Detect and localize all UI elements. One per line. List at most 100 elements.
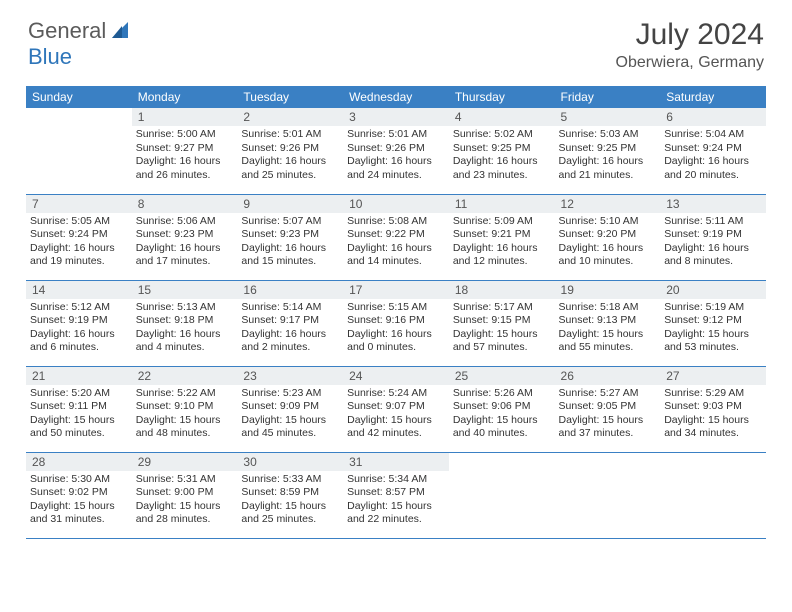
sunrise-text: Sunrise: 5:07 AM bbox=[241, 215, 339, 229]
sunset-text: Sunset: 9:19 PM bbox=[664, 228, 762, 242]
daylight-text-2: and 21 minutes. bbox=[559, 169, 657, 183]
title-month: July 2024 bbox=[616, 18, 765, 52]
logo-sail-icon bbox=[110, 20, 130, 43]
day-cell: 25Sunrise: 5:26 AMSunset: 9:06 PMDayligh… bbox=[449, 366, 555, 452]
sunrise-text: Sunrise: 5:03 AM bbox=[559, 128, 657, 142]
day-cell: 18Sunrise: 5:17 AMSunset: 9:15 PMDayligh… bbox=[449, 280, 555, 366]
weekday-friday: Friday bbox=[555, 86, 661, 108]
day-number: 19 bbox=[555, 281, 661, 299]
day-number: 6 bbox=[660, 108, 766, 126]
day-cell: 17Sunrise: 5:15 AMSunset: 9:16 PMDayligh… bbox=[343, 280, 449, 366]
day-number: 24 bbox=[343, 367, 449, 385]
title-block: July 2024 Oberwiera, Germany bbox=[616, 18, 765, 72]
day-number: 17 bbox=[343, 281, 449, 299]
day-detail: Sunrise: 5:27 AMSunset: 9:05 PMDaylight:… bbox=[555, 385, 661, 446]
day-detail: Sunrise: 5:04 AMSunset: 9:24 PMDaylight:… bbox=[660, 126, 766, 187]
title-location: Oberwiera, Germany bbox=[616, 54, 765, 72]
sunset-text: Sunset: 9:24 PM bbox=[664, 142, 762, 156]
daylight-text-2: and 10 minutes. bbox=[559, 255, 657, 269]
sunrise-text: Sunrise: 5:22 AM bbox=[136, 387, 234, 401]
logo-text-blue: Blue bbox=[28, 44, 72, 69]
daylight-text-1: Daylight: 16 hours bbox=[30, 242, 128, 256]
sunset-text: Sunset: 9:17 PM bbox=[241, 314, 339, 328]
sunrise-text: Sunrise: 5:29 AM bbox=[664, 387, 762, 401]
day-detail: Sunrise: 5:18 AMSunset: 9:13 PMDaylight:… bbox=[555, 299, 661, 360]
empty-cell: .. bbox=[449, 452, 555, 538]
sunrise-text: Sunrise: 5:24 AM bbox=[347, 387, 445, 401]
day-detail: Sunrise: 5:29 AMSunset: 9:03 PMDaylight:… bbox=[660, 385, 766, 446]
day-cell: 27Sunrise: 5:29 AMSunset: 9:03 PMDayligh… bbox=[660, 366, 766, 452]
day-detail: Sunrise: 5:24 AMSunset: 9:07 PMDaylight:… bbox=[343, 385, 449, 446]
sunrise-text: Sunrise: 5:11 AM bbox=[664, 215, 762, 229]
sunset-text: Sunset: 9:27 PM bbox=[136, 142, 234, 156]
daylight-text-2: and 40 minutes. bbox=[453, 427, 551, 441]
day-cell: 12Sunrise: 5:10 AMSunset: 9:20 PMDayligh… bbox=[555, 194, 661, 280]
sunset-text: Sunset: 9:23 PM bbox=[136, 228, 234, 242]
daylight-text-2: and 45 minutes. bbox=[241, 427, 339, 441]
weekday-header-row: Sunday Monday Tuesday Wednesday Thursday… bbox=[26, 86, 766, 108]
daylight-text-1: Daylight: 15 hours bbox=[347, 414, 445, 428]
daylight-text-1: Daylight: 15 hours bbox=[664, 414, 762, 428]
day-detail: Sunrise: 5:12 AMSunset: 9:19 PMDaylight:… bbox=[26, 299, 132, 360]
day-detail: Sunrise: 5:03 AMSunset: 9:25 PMDaylight:… bbox=[555, 126, 661, 187]
day-detail: Sunrise: 5:34 AMSunset: 8:57 PMDaylight:… bbox=[343, 471, 449, 532]
day-cell: 13Sunrise: 5:11 AMSunset: 9:19 PMDayligh… bbox=[660, 194, 766, 280]
day-detail: Sunrise: 5:07 AMSunset: 9:23 PMDaylight:… bbox=[237, 213, 343, 274]
day-number: 12 bbox=[555, 195, 661, 213]
daylight-text-2: and 19 minutes. bbox=[30, 255, 128, 269]
sunset-text: Sunset: 9:20 PM bbox=[559, 228, 657, 242]
header: General July 2024 Oberwiera, Germany bbox=[0, 0, 792, 78]
daylight-text-1: Daylight: 15 hours bbox=[241, 414, 339, 428]
daylight-text-1: Daylight: 15 hours bbox=[453, 414, 551, 428]
day-number: 22 bbox=[132, 367, 238, 385]
daylight-text-2: and 28 minutes. bbox=[136, 513, 234, 527]
day-number: 20 bbox=[660, 281, 766, 299]
day-detail: Sunrise: 5:26 AMSunset: 9:06 PMDaylight:… bbox=[449, 385, 555, 446]
daylight-text-1: Daylight: 16 hours bbox=[241, 242, 339, 256]
sunset-text: Sunset: 8:57 PM bbox=[347, 486, 445, 500]
sunrise-text: Sunrise: 5:12 AM bbox=[30, 301, 128, 315]
day-number: 15 bbox=[132, 281, 238, 299]
calendar-row: 21Sunrise: 5:20 AMSunset: 9:11 PMDayligh… bbox=[26, 366, 766, 452]
day-cell: 14Sunrise: 5:12 AMSunset: 9:19 PMDayligh… bbox=[26, 280, 132, 366]
daylight-text-2: and 15 minutes. bbox=[241, 255, 339, 269]
day-detail: Sunrise: 5:33 AMSunset: 8:59 PMDaylight:… bbox=[237, 471, 343, 532]
day-number: 7 bbox=[26, 195, 132, 213]
sunrise-text: Sunrise: 5:34 AM bbox=[347, 473, 445, 487]
empty-cell: .. bbox=[555, 452, 661, 538]
sunrise-text: Sunrise: 5:04 AM bbox=[664, 128, 762, 142]
day-number: 5 bbox=[555, 108, 661, 126]
sunset-text: Sunset: 9:11 PM bbox=[30, 400, 128, 414]
day-detail: Sunrise: 5:13 AMSunset: 9:18 PMDaylight:… bbox=[132, 299, 238, 360]
daylight-text-1: Daylight: 16 hours bbox=[347, 155, 445, 169]
day-detail: Sunrise: 5:14 AMSunset: 9:17 PMDaylight:… bbox=[237, 299, 343, 360]
calendar-row: 14Sunrise: 5:12 AMSunset: 9:19 PMDayligh… bbox=[26, 280, 766, 366]
calendar-row: ..1Sunrise: 5:00 AMSunset: 9:27 PMDaylig… bbox=[26, 108, 766, 194]
day-cell: 16Sunrise: 5:14 AMSunset: 9:17 PMDayligh… bbox=[237, 280, 343, 366]
daylight-text-1: Daylight: 16 hours bbox=[136, 155, 234, 169]
sunset-text: Sunset: 9:03 PM bbox=[664, 400, 762, 414]
day-detail: Sunrise: 5:11 AMSunset: 9:19 PMDaylight:… bbox=[660, 213, 766, 274]
day-number: 16 bbox=[237, 281, 343, 299]
daylight-text-1: Daylight: 16 hours bbox=[347, 242, 445, 256]
daylight-text-2: and 50 minutes. bbox=[30, 427, 128, 441]
day-number: 27 bbox=[660, 367, 766, 385]
day-detail: Sunrise: 5:05 AMSunset: 9:24 PMDaylight:… bbox=[26, 213, 132, 274]
daylight-text-1: Daylight: 16 hours bbox=[559, 242, 657, 256]
day-cell: 3Sunrise: 5:01 AMSunset: 9:26 PMDaylight… bbox=[343, 108, 449, 194]
day-cell: 15Sunrise: 5:13 AMSunset: 9:18 PMDayligh… bbox=[132, 280, 238, 366]
sunset-text: Sunset: 9:21 PM bbox=[453, 228, 551, 242]
daylight-text-1: Daylight: 16 hours bbox=[664, 242, 762, 256]
sunrise-text: Sunrise: 5:19 AM bbox=[664, 301, 762, 315]
day-number: 25 bbox=[449, 367, 555, 385]
daylight-text-2: and 24 minutes. bbox=[347, 169, 445, 183]
daylight-text-2: and 4 minutes. bbox=[136, 341, 234, 355]
logo-text-blue-wrap: Blue bbox=[28, 44, 72, 70]
day-cell: 19Sunrise: 5:18 AMSunset: 9:13 PMDayligh… bbox=[555, 280, 661, 366]
weekday-wednesday: Wednesday bbox=[343, 86, 449, 108]
sunset-text: Sunset: 9:00 PM bbox=[136, 486, 234, 500]
sunrise-text: Sunrise: 5:18 AM bbox=[559, 301, 657, 315]
sunrise-text: Sunrise: 5:14 AM bbox=[241, 301, 339, 315]
sunset-text: Sunset: 9:12 PM bbox=[664, 314, 762, 328]
daylight-text-2: and 2 minutes. bbox=[241, 341, 339, 355]
